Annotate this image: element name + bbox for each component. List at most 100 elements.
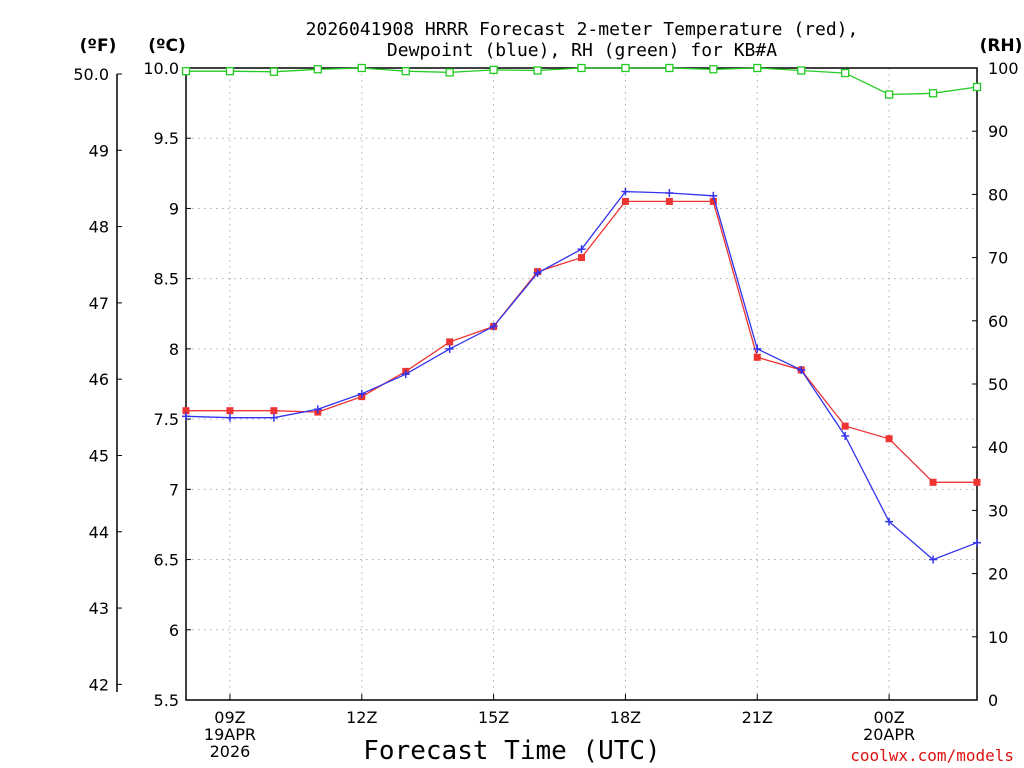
rh-tick-label: 80 <box>988 185 1008 204</box>
celsius-tick-label: 7 <box>169 480 179 499</box>
rh-point <box>313 65 322 74</box>
celsius-tick-label: 6 <box>169 621 179 640</box>
x-tick-label: 18Z <box>610 708 641 727</box>
temperature-point <box>929 478 937 486</box>
fahrenheit-tick-label: 43 <box>89 599 109 618</box>
dewpoint-point <box>489 322 498 331</box>
fahrenheit-tick-label: 47 <box>89 294 109 313</box>
dewpoint-point <box>269 413 278 422</box>
x-tick-label: 21Z <box>742 708 773 727</box>
rh-point <box>621 63 630 73</box>
fahrenheit-unit-label: (ºF) <box>80 36 117 56</box>
dewpoint-point <box>973 538 981 547</box>
dewpoint-point <box>621 187 630 196</box>
dewpoint-point <box>357 389 366 398</box>
dewpoint-point <box>182 412 190 421</box>
temperature-point <box>753 353 761 361</box>
rh-point <box>753 63 762 73</box>
rh-point <box>928 89 938 98</box>
x-tick-sublabel: 20APR <box>863 725 915 744</box>
axes: 42 43 44 45 46 47 48 49 50.0 5.5 6 6.5 7 7.5 8 8.5 9 9.5 1… <box>73 59 1018 761</box>
data-series <box>181 63 982 564</box>
rh-tick-label: 90 <box>988 122 1008 141</box>
rh-tick-label: 40 <box>988 438 1008 457</box>
rh-point <box>577 63 586 73</box>
x-tick-label: 00Z <box>873 708 904 727</box>
dewpoint-point <box>445 344 454 353</box>
dewpoint-point <box>753 344 762 353</box>
temperature-point <box>885 435 893 443</box>
rh-point <box>181 67 191 76</box>
temperature-point <box>709 197 717 205</box>
fahrenheit-tick-label: 48 <box>89 218 109 237</box>
rh-point <box>797 66 806 75</box>
rh-tick-label: 30 <box>988 501 1008 520</box>
fahrenheit-tick-label: 46 <box>89 370 109 389</box>
temperature-line <box>186 200 977 483</box>
dewpoint-point <box>313 405 322 414</box>
rh-point <box>225 67 235 76</box>
rh-tick-label: 60 <box>988 312 1008 331</box>
fahrenheit-tick-label: 50.0 <box>73 65 109 84</box>
x-tick-label: 15Z <box>478 708 509 727</box>
plot-frame <box>185 67 978 701</box>
rh-point <box>533 66 542 75</box>
x-tick-sublabel: 2026 <box>210 742 251 761</box>
fahrenheit-tick-label: 45 <box>89 446 109 465</box>
temperature-point <box>973 478 981 486</box>
dewpoint-point <box>841 431 850 440</box>
celsius-tick-label: 5.5 <box>154 691 179 710</box>
dewpoint-point <box>665 188 674 197</box>
rh-point <box>709 65 718 74</box>
rh-point <box>401 67 410 76</box>
celsius-tick-label: 10.0 <box>143 59 179 78</box>
rh-tick-label: 100 <box>988 59 1019 78</box>
rh-point <box>357 63 366 73</box>
rh-point <box>972 82 982 92</box>
rh-point <box>445 68 454 77</box>
temperature-point <box>446 338 454 346</box>
x-tick-label: 09Z <box>214 708 245 727</box>
rh-tick-label: 10 <box>988 628 1008 647</box>
temperature-point <box>182 407 190 415</box>
dewpoint-point <box>929 555 938 564</box>
temperature-point <box>841 422 849 430</box>
celsius-unit-label: (ºC) <box>148 36 186 56</box>
rh-point <box>269 67 279 76</box>
rh-point <box>884 90 894 99</box>
x-tick-sublabel: 19APR <box>204 725 256 744</box>
watermark: coolwx.com/models <box>850 746 1014 765</box>
gridlines <box>186 68 977 700</box>
celsius-tick-label: 8.5 <box>154 270 179 289</box>
temperature-point <box>665 197 673 205</box>
dewpoint-point <box>225 413 234 422</box>
temperature-point <box>621 197 629 205</box>
x-axis-title: Forecast Time (UTC) <box>363 736 660 766</box>
dewpoint-point <box>885 517 894 526</box>
dewpoint-point <box>533 269 542 278</box>
fahrenheit-tick-label: 42 <box>89 675 109 694</box>
rh-tick-label: 50 <box>988 375 1008 394</box>
chart-title-line-1: 2026041908 HRRR Forecast 2-meter Tempera… <box>306 19 859 40</box>
fahrenheit-tick-label: 49 <box>89 141 109 160</box>
celsius-tick-label: 9 <box>169 199 179 218</box>
celsius-tick-label: 9.5 <box>154 129 179 148</box>
rh-tick-label: 20 <box>988 565 1008 584</box>
dewpoint-point <box>797 365 806 374</box>
rh-point <box>841 68 850 78</box>
rh-point <box>665 63 674 73</box>
temperature-point <box>226 407 234 415</box>
temperature-point <box>578 254 585 262</box>
rh-tick-label: 70 <box>988 249 1008 268</box>
dewpoint-point <box>401 370 410 379</box>
dewpoint-point <box>577 245 586 254</box>
rh-point <box>489 65 498 75</box>
dewpoint-point <box>709 191 718 200</box>
fahrenheit-tick-label: 44 <box>89 523 109 542</box>
rh-unit-label: (RH) <box>980 36 1023 56</box>
chart-title-line-2: Dewpoint (blue), RH (green) for KB#A <box>387 40 777 61</box>
celsius-tick-label: 8 <box>169 340 179 359</box>
temperature-point <box>270 407 278 415</box>
celsius-tick-label: 7.5 <box>154 410 179 429</box>
